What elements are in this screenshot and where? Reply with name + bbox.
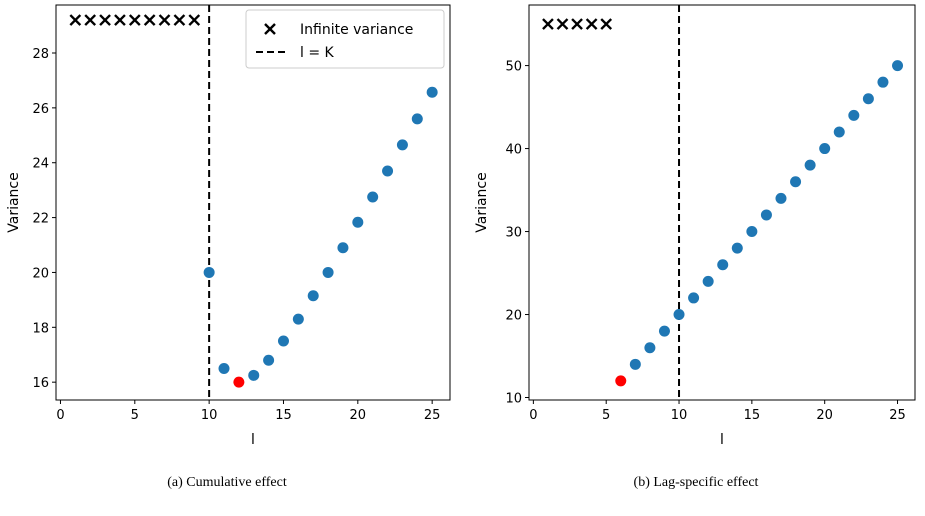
x-axis-label: l <box>720 432 724 448</box>
variance-point <box>218 362 230 374</box>
x-tick-label: 0 <box>529 408 537 423</box>
variance-point <box>367 191 379 203</box>
infinite-variance-marker <box>84 14 97 26</box>
variance-point <box>337 242 349 254</box>
y-tick-label: 30 <box>505 226 522 241</box>
variance-point <box>877 76 889 88</box>
y-tick-label: 28 <box>32 47 49 62</box>
panel-cumulative-effect: (a) Cumulative effect 0 5 10 15 20 25 16 18 20 22… <box>6 4 451 490</box>
variance-point <box>382 165 394 177</box>
caption-a: (a) Cumulative effect <box>167 475 287 490</box>
variance-point <box>411 113 423 125</box>
y-axis-label: Variance <box>474 172 490 232</box>
variance-point <box>688 292 700 304</box>
infinite-variance-marker <box>158 14 171 26</box>
y-tick-label: 40 <box>505 143 522 158</box>
x-tick-label: 5 <box>131 408 139 423</box>
x-tick-label: 25 <box>424 408 441 423</box>
variance-point <box>819 143 831 155</box>
variance-point <box>746 226 758 238</box>
variance-point <box>426 86 438 98</box>
y-tick-label: 20 <box>32 266 49 281</box>
variance-point <box>248 369 260 381</box>
y-axis-label: Variance <box>6 172 22 232</box>
y-tick-label: 22 <box>32 212 49 227</box>
x-tick-label: 0 <box>56 408 64 423</box>
legend-label-infinite-variance: Infinite variance <box>300 22 413 38</box>
variance-point <box>717 259 729 271</box>
infinite-variance-marker <box>99 14 111 26</box>
x-tick-label: 10 <box>671 408 688 423</box>
variance-point <box>862 93 874 105</box>
variance-point <box>848 109 860 121</box>
variance-point <box>775 192 787 204</box>
infinite-variance-marker <box>585 18 598 30</box>
variance-point <box>804 159 816 171</box>
variance-point <box>307 290 319 302</box>
y-tick-label: 50 <box>505 60 522 75</box>
axes-frame <box>528 4 916 401</box>
infinite-variance-marker <box>542 18 554 30</box>
panel-lag-specific-effect: (b) Lag-specific effect 0 5 10 15 20 25 10 20 30… <box>474 4 916 490</box>
legend-box <box>245 9 445 69</box>
variance-point <box>263 354 275 366</box>
x-tick-label: 5 <box>602 408 610 423</box>
legend: Infinite variance l = K <box>245 9 445 69</box>
infinite-variance-marker <box>69 14 82 26</box>
infinite-variance-marker <box>143 14 156 26</box>
variance-point <box>731 242 743 254</box>
minimum-variance-point <box>615 375 627 387</box>
variance-point <box>352 216 364 228</box>
y-tick-label: 16 <box>32 376 49 391</box>
infinite-variance-marker <box>600 18 613 30</box>
variance-point <box>790 176 802 188</box>
variance-point <box>629 358 641 370</box>
y-tick-label: 20 <box>505 309 522 324</box>
infinite-variance-marker <box>556 18 569 30</box>
variance-point <box>892 60 904 72</box>
y-tick-label: 24 <box>32 157 49 172</box>
minimum-variance-point <box>233 376 245 388</box>
infinite-variance-marker <box>571 18 583 30</box>
x-tick-label: 20 <box>350 408 367 423</box>
y-tick-label: 18 <box>32 321 49 336</box>
infinite-variance-marker <box>128 14 141 26</box>
x-tick-label: 15 <box>275 408 292 423</box>
caption-b: (b) Lag-specific effect <box>634 475 759 490</box>
x-tick-label: 10 <box>201 408 218 423</box>
infinite-variance-marker <box>188 14 201 26</box>
variance-point <box>277 335 289 347</box>
infinite-variance-marker <box>114 14 126 26</box>
variance-point <box>760 209 772 221</box>
x-tick-label: 20 <box>816 408 833 423</box>
variance-point <box>322 266 334 278</box>
variance-point <box>702 275 714 287</box>
variance-point <box>644 342 656 354</box>
y-tick-label: 26 <box>32 102 49 117</box>
x-tick-label: 25 <box>889 408 906 423</box>
y-tick-label: 10 <box>505 392 522 407</box>
variance-point <box>203 266 215 278</box>
variance-point <box>396 139 408 151</box>
variance-point <box>292 313 304 325</box>
variance-point <box>833 126 845 138</box>
x-tick-label: 15 <box>744 408 761 423</box>
variance-point <box>658 325 670 337</box>
x-axis-label: l <box>251 432 255 448</box>
legend-x-marker <box>264 23 276 35</box>
infinite-variance-marker <box>173 14 186 26</box>
axes-frame <box>55 4 451 401</box>
variance-point <box>673 309 685 321</box>
legend-label-l-equals-k: l = K <box>300 45 335 61</box>
